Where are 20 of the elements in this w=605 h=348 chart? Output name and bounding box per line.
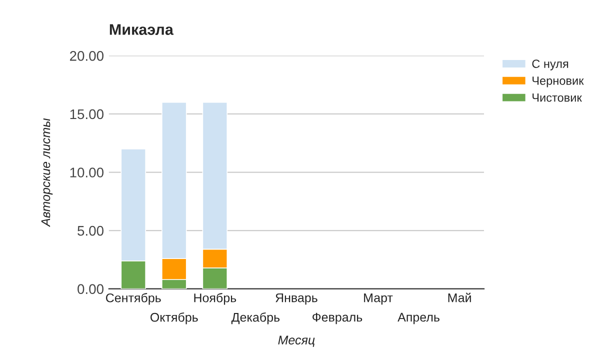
y-tick-label: 10.00 (70, 168, 104, 178)
legend-label: Черновик (532, 76, 584, 88)
x-tick-label: Апрель (398, 312, 440, 324)
x-axis-title: Месяц (278, 336, 315, 347)
x-tick-label: Март (364, 293, 393, 305)
x-tick-label: Декабрь (231, 312, 280, 324)
x-tick-label: Ноябрь (194, 293, 236, 305)
chart-title: Микаэла (110, 24, 174, 35)
x-tick-label: Октябрь (150, 312, 198, 324)
y-tick-label: 0.00 (78, 284, 104, 294)
x-tick-label: Май (448, 292, 471, 302)
x-tick-label: Сентябрь (106, 293, 161, 305)
x-tick-label: Февраль (312, 312, 362, 324)
y-axis-title: Авторские листы (41, 118, 53, 228)
legend-label: С нуля (532, 60, 568, 70)
legend-label: Чистовик (532, 94, 582, 102)
y-tick-label: 15.00 (70, 109, 104, 120)
y-tick-label: 5.00 (78, 226, 104, 236)
y-tick-label: 20.00 (70, 51, 104, 61)
x-tick-label: Январь (276, 293, 318, 305)
